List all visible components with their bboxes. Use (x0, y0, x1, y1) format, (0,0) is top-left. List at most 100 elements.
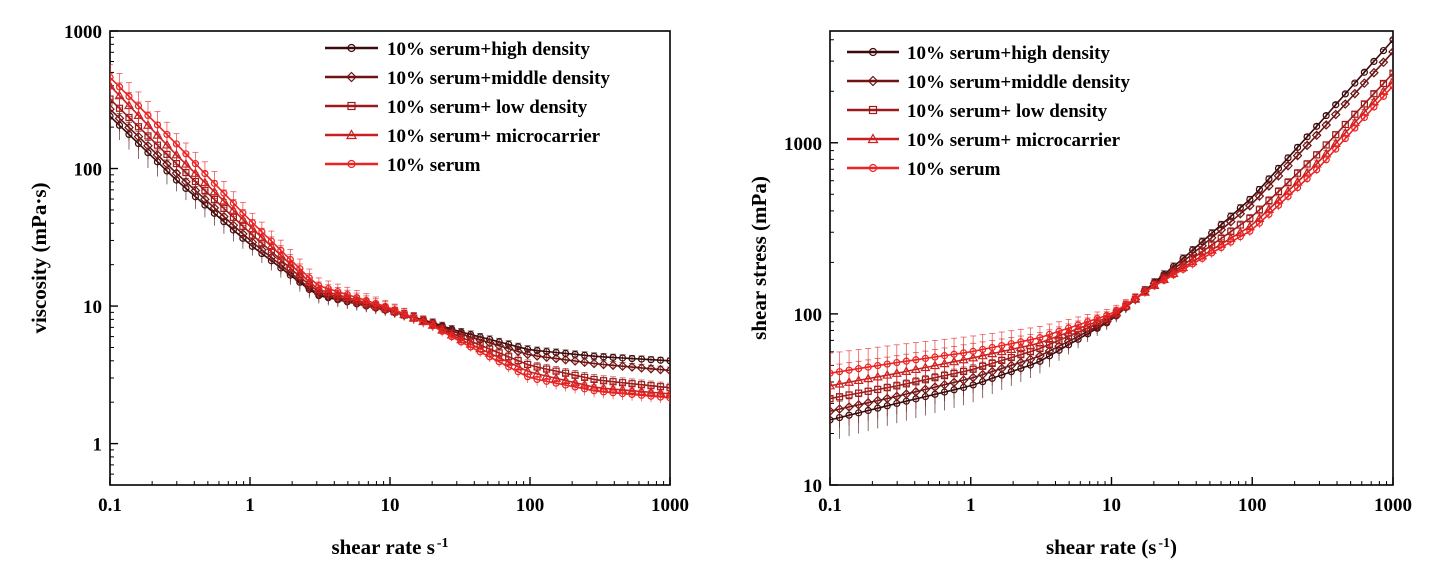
series-line (110, 98, 670, 389)
data-point (845, 366, 853, 374)
data-point (162, 159, 172, 169)
data-point (334, 288, 342, 296)
legend-marker (868, 47, 878, 57)
data-point (514, 368, 522, 376)
legend: 10% serum+high density 10% serum+middle d… (847, 43, 1130, 180)
data-point (1208, 249, 1216, 257)
data-point (1322, 111, 1330, 120)
y-tick-label: 1 (93, 435, 103, 456)
x-tick-label: 10 (1102, 495, 1121, 516)
legend-marker (868, 105, 878, 115)
legend-label: 10% serum (387, 155, 481, 176)
data-point (1360, 68, 1368, 76)
data-point (902, 357, 910, 365)
data-point (210, 179, 219, 187)
data-point (940, 352, 949, 360)
data-point (637, 391, 646, 399)
data-point (182, 150, 190, 158)
data-point (1236, 233, 1244, 241)
x-tick-label: 100 (516, 495, 545, 516)
data-point (830, 380, 836, 390)
data-point (637, 355, 646, 363)
data-point (618, 390, 627, 398)
data-point (647, 392, 655, 400)
data-point (1255, 219, 1264, 227)
data-point (1131, 294, 1139, 302)
data-point (533, 375, 541, 383)
data-point (324, 285, 332, 293)
data-point (1179, 265, 1187, 273)
legend-marker (867, 75, 879, 87)
data-point (513, 346, 523, 357)
data-point (543, 377, 551, 385)
data-point (1141, 288, 1149, 296)
legend-item: 10% serum+ low density (847, 101, 1108, 122)
data-point (1017, 338, 1025, 346)
data-point (864, 363, 872, 371)
data-point (655, 364, 666, 375)
data-point (617, 361, 628, 372)
data-point (1227, 238, 1235, 246)
legend-marker (347, 101, 356, 111)
x-tick-label: 1000 (1374, 495, 1412, 516)
data-point (495, 358, 503, 366)
data-point (343, 291, 351, 299)
data-point (666, 384, 670, 392)
data-point (110, 95, 114, 103)
legend-item: 10% serum+ microcarrier (325, 126, 601, 147)
minor-ticks (110, 36, 665, 485)
data-point (209, 203, 220, 213)
legend-marker (347, 43, 356, 53)
data-point (1349, 88, 1360, 99)
data-point (181, 177, 191, 187)
data-point (257, 245, 267, 255)
data-point (1351, 79, 1359, 87)
x-tick-label: 1 (966, 495, 976, 516)
data-point (1389, 69, 1393, 77)
data-point (1378, 57, 1389, 68)
data-point (476, 348, 484, 356)
data-point (1332, 101, 1340, 109)
data-point (522, 349, 533, 360)
data-point (1332, 131, 1340, 139)
data-point (532, 351, 542, 361)
data-point (1084, 318, 1092, 326)
legend-label: 10% serum+high density (387, 39, 590, 60)
data-point (110, 73, 114, 81)
series-line (110, 108, 670, 372)
legend-marker (867, 133, 879, 144)
data-point (1169, 271, 1178, 279)
data-point (931, 353, 939, 361)
data-point (1293, 143, 1302, 151)
data-point (1303, 133, 1311, 141)
data-point (315, 282, 323, 290)
data-point (1369, 67, 1379, 78)
series-line (830, 85, 1393, 374)
data-point (266, 252, 277, 263)
data-point (1274, 187, 1283, 196)
data-point (1150, 282, 1159, 290)
data-point (1303, 175, 1311, 183)
data-point (228, 220, 239, 231)
series-10-serum-middle-density (830, 46, 1393, 430)
data-point (1036, 334, 1044, 342)
data-point (998, 341, 1006, 350)
y-tick-label: 10 (803, 476, 822, 497)
data-point (1293, 183, 1302, 192)
data-point (1341, 120, 1349, 129)
legend-item: 10% serum+ low density (325, 97, 588, 118)
data-point (979, 345, 987, 354)
legend-item: 10% serum+high density (325, 39, 590, 60)
legend: 10% serum+high density 10% serum+middle d… (325, 39, 610, 176)
data-point (1274, 201, 1283, 209)
data-point (1379, 46, 1388, 55)
legend-marker (347, 159, 356, 169)
data-point (552, 379, 560, 387)
data-point (1293, 169, 1302, 177)
data-point (1044, 346, 1055, 356)
data-point (1265, 210, 1273, 218)
data-point (830, 369, 834, 377)
x-tick-label: 0.1 (818, 495, 842, 516)
data-point (1122, 300, 1130, 309)
